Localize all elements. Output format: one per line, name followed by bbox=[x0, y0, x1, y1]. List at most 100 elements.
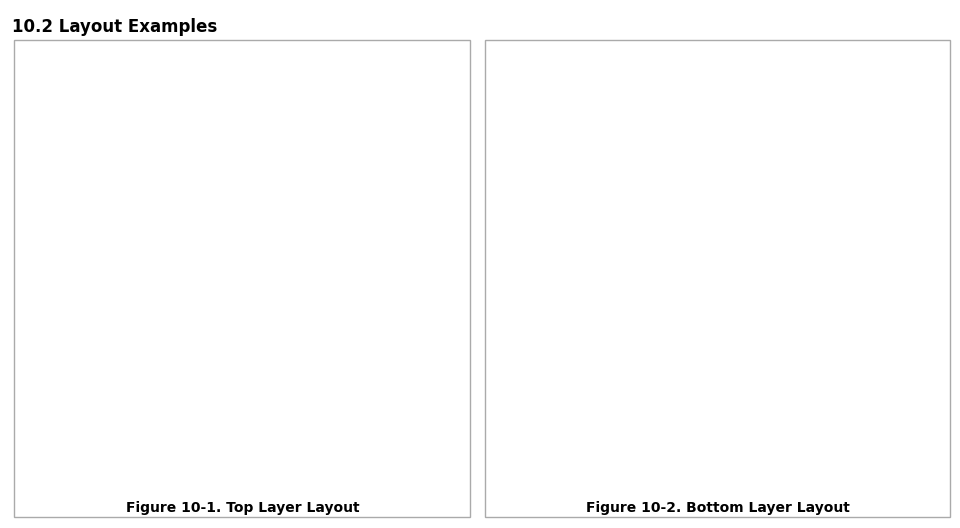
Bar bbox=[266, 68, 279, 86]
Ellipse shape bbox=[193, 108, 204, 125]
Circle shape bbox=[361, 213, 374, 226]
Circle shape bbox=[149, 161, 157, 168]
Ellipse shape bbox=[390, 295, 408, 305]
Circle shape bbox=[172, 343, 180, 351]
Circle shape bbox=[212, 243, 228, 259]
Circle shape bbox=[102, 348, 115, 362]
Ellipse shape bbox=[253, 108, 263, 125]
Ellipse shape bbox=[268, 399, 278, 417]
Ellipse shape bbox=[390, 144, 408, 154]
Bar bbox=[70, 42, 76, 478]
Circle shape bbox=[599, 317, 608, 325]
Bar bbox=[410, 257, 420, 272]
Bar bbox=[881, 114, 907, 125]
Circle shape bbox=[561, 165, 574, 178]
Ellipse shape bbox=[390, 250, 408, 259]
Circle shape bbox=[279, 243, 295, 259]
Circle shape bbox=[564, 101, 579, 114]
Circle shape bbox=[302, 399, 316, 412]
Circle shape bbox=[102, 158, 115, 172]
Bar bbox=[198, 451, 220, 474]
Circle shape bbox=[861, 402, 875, 414]
Text: HWRN: HWRN bbox=[818, 442, 841, 452]
Circle shape bbox=[75, 97, 88, 110]
Bar bbox=[690, 430, 736, 469]
Ellipse shape bbox=[328, 108, 338, 125]
Circle shape bbox=[149, 291, 157, 299]
Bar bbox=[695, 60, 713, 81]
Bar bbox=[727, 55, 755, 86]
Bar bbox=[659, 60, 682, 81]
Ellipse shape bbox=[224, 399, 233, 417]
Bar bbox=[41, 199, 68, 216]
Bar bbox=[408, 221, 434, 238]
Bar bbox=[408, 256, 434, 273]
Ellipse shape bbox=[73, 280, 90, 290]
Bar bbox=[881, 246, 907, 257]
Circle shape bbox=[361, 186, 374, 199]
Text: C16: C16 bbox=[395, 185, 412, 195]
Bar bbox=[528, 362, 553, 373]
Bar bbox=[77, 52, 403, 59]
Circle shape bbox=[659, 370, 667, 377]
Circle shape bbox=[283, 291, 291, 299]
Bar bbox=[638, 426, 650, 447]
Circle shape bbox=[623, 101, 636, 114]
Bar bbox=[553, 95, 882, 426]
Circle shape bbox=[102, 240, 115, 253]
Bar bbox=[881, 312, 907, 323]
Bar bbox=[622, 426, 634, 447]
Ellipse shape bbox=[73, 310, 90, 320]
Bar bbox=[180, 68, 193, 86]
Ellipse shape bbox=[283, 108, 293, 125]
Circle shape bbox=[361, 321, 374, 334]
Bar bbox=[671, 73, 683, 95]
Ellipse shape bbox=[268, 108, 278, 125]
Ellipse shape bbox=[390, 280, 408, 290]
Text: C16: C16 bbox=[873, 185, 890, 195]
Ellipse shape bbox=[73, 325, 90, 335]
Bar bbox=[851, 426, 862, 447]
Circle shape bbox=[279, 156, 295, 172]
Circle shape bbox=[723, 317, 731, 325]
Bar bbox=[881, 230, 907, 241]
Circle shape bbox=[561, 342, 574, 355]
Text: C2: C2 bbox=[395, 251, 406, 261]
Circle shape bbox=[113, 143, 149, 177]
Circle shape bbox=[258, 399, 272, 412]
Circle shape bbox=[102, 321, 115, 334]
Bar bbox=[528, 411, 553, 422]
Bar bbox=[508, 260, 549, 286]
Text: SC: SC bbox=[385, 63, 397, 73]
Bar bbox=[171, 73, 189, 95]
Circle shape bbox=[361, 294, 374, 307]
Text: Figure 10-2. Bottom Layer Layout: Figure 10-2. Bottom Layer Layout bbox=[586, 501, 850, 515]
Bar bbox=[736, 73, 748, 95]
Bar bbox=[528, 378, 553, 389]
Bar bbox=[881, 395, 907, 406]
Bar bbox=[508, 195, 549, 221]
Bar bbox=[881, 164, 907, 174]
Bar bbox=[77, 429, 403, 436]
Ellipse shape bbox=[299, 399, 308, 417]
Circle shape bbox=[361, 375, 374, 389]
Ellipse shape bbox=[104, 108, 113, 125]
Ellipse shape bbox=[193, 399, 204, 417]
Ellipse shape bbox=[73, 190, 90, 199]
Circle shape bbox=[216, 291, 224, 299]
Circle shape bbox=[149, 204, 157, 212]
Ellipse shape bbox=[343, 399, 353, 417]
Bar bbox=[690, 55, 718, 86]
Text: U1: U1 bbox=[656, 262, 670, 275]
Bar bbox=[536, 73, 900, 447]
Circle shape bbox=[564, 406, 579, 419]
Circle shape bbox=[861, 224, 875, 237]
Circle shape bbox=[718, 313, 735, 329]
Circle shape bbox=[682, 406, 695, 419]
Circle shape bbox=[280, 399, 294, 412]
Circle shape bbox=[169, 399, 182, 412]
Circle shape bbox=[216, 161, 224, 168]
Bar bbox=[606, 73, 617, 95]
Bar bbox=[881, 378, 907, 389]
Circle shape bbox=[595, 313, 612, 329]
